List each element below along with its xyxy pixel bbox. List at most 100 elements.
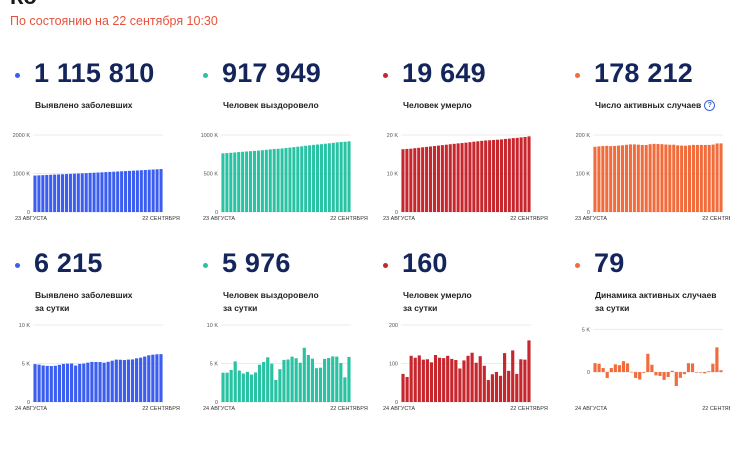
bar [474,362,478,402]
bar [155,354,159,402]
bar [468,142,472,212]
bar [74,365,78,402]
bar-chart-deaths-daily: 200 100 024 АВГУСТА 22 СЕНТЯБРЯ [383,323,548,412]
bar [37,175,41,212]
stat-label: Число активных случаев? [595,99,716,112]
bar [82,363,86,402]
bar [674,372,678,387]
bar [405,148,409,212]
bar [511,138,515,212]
y-tick-label: 5 K [22,362,31,368]
bar [523,359,527,402]
bar [444,144,448,212]
bar [429,146,433,212]
stat-value: 6 215 [34,248,103,278]
stat-value: 917 949 [222,58,321,88]
bar [72,173,76,212]
series-dot-icon [15,263,20,268]
bar [401,149,405,212]
as-of-timestamp: По состоянию на 22 сентября 10:30 [10,14,218,28]
bar [319,144,323,212]
series-dot-icon [383,73,388,78]
bar [507,138,511,212]
bar [442,358,446,402]
bar [494,371,499,402]
bar [687,145,692,212]
stat-card-active-daily: 79 Динамика активных случаев за сутки 5 K 0 2… [570,248,730,425]
bar [106,361,110,402]
y-tick-label: 0 [587,370,590,376]
x-start-label: 24 АВГУСТА [15,406,47,412]
bar [495,139,500,212]
stat-card-deaths-daily: 160 Человек умерло за сутки 200 100 0 24 АВГУС… [378,248,558,425]
bar [644,145,648,212]
bar [225,372,229,402]
bar [609,368,613,373]
bar [53,174,57,212]
bar [597,146,601,212]
series-dot-icon [383,263,388,268]
x-end-label: 22 СЕНТЯБРЯ [702,406,730,412]
y-tick-label: 10 K [19,323,31,329]
bar [650,364,654,373]
bar [425,359,429,402]
bar-chart-active-daily: 5 K 0 24 АВГУСТА 22 СЕНТЯБРЯ [575,327,730,412]
bar [98,362,102,402]
bar [120,171,124,212]
x-end-label: 22 СЕНТЯБРЯ [510,216,548,222]
bar [143,169,147,212]
x-end-label: 22 СЕНТЯБРЯ [330,406,368,412]
bar [253,372,258,402]
bar [108,171,112,212]
bar [703,372,707,374]
bar [654,372,658,376]
x-end-label: 22 СЕНТЯБРЯ [330,216,368,222]
bar [310,358,314,402]
bar [92,172,96,212]
bar [460,143,464,212]
bar [288,147,292,212]
page-title-fragment: Ко [10,0,130,4]
bar [249,374,254,402]
bar [41,175,45,212]
x-end-label: 22 СЕНТЯБРЯ [142,406,180,412]
bar [268,149,272,212]
bar [57,174,61,212]
stat-label-line: за сутки [35,303,70,313]
bar-chart-recovered-daily: 10 K 5 K 024 АВГУСТА 22 СЕНТЯБРЯ [203,323,368,412]
bar [96,172,100,212]
bar [37,364,41,402]
bar [68,173,72,212]
bar [515,373,519,402]
bar [662,372,666,380]
bar [433,355,438,402]
bar [135,170,139,212]
bar [695,372,699,373]
bar-chart-recovered-total: 1000 K 500 K 023 АВГУСТА 22 СЕНТЯБРЯ [201,133,368,222]
bar [409,355,413,402]
bar [668,144,672,212]
bar [131,170,135,212]
series-dot-icon [203,263,208,268]
info-icon[interactable]: ? [704,100,716,111]
stat-label-line: за сутки [595,303,630,313]
bar [682,372,686,375]
bar [450,358,454,402]
bar [274,379,278,402]
bar [343,141,347,212]
bar [147,169,151,212]
bar [33,364,37,402]
bar [413,357,417,402]
bar [90,361,94,402]
bar [331,356,335,402]
bar [335,142,339,212]
bar [597,363,601,373]
bar [70,363,74,402]
bar-chart-cases-total: 2000 K 1000 K 023 АВГУСТА 22 СЕНТЯБРЯ [13,133,180,222]
bar [711,144,715,212]
bar [482,365,486,402]
bar [628,144,632,212]
bar [343,377,347,402]
bar [147,355,151,402]
bar [593,363,597,373]
